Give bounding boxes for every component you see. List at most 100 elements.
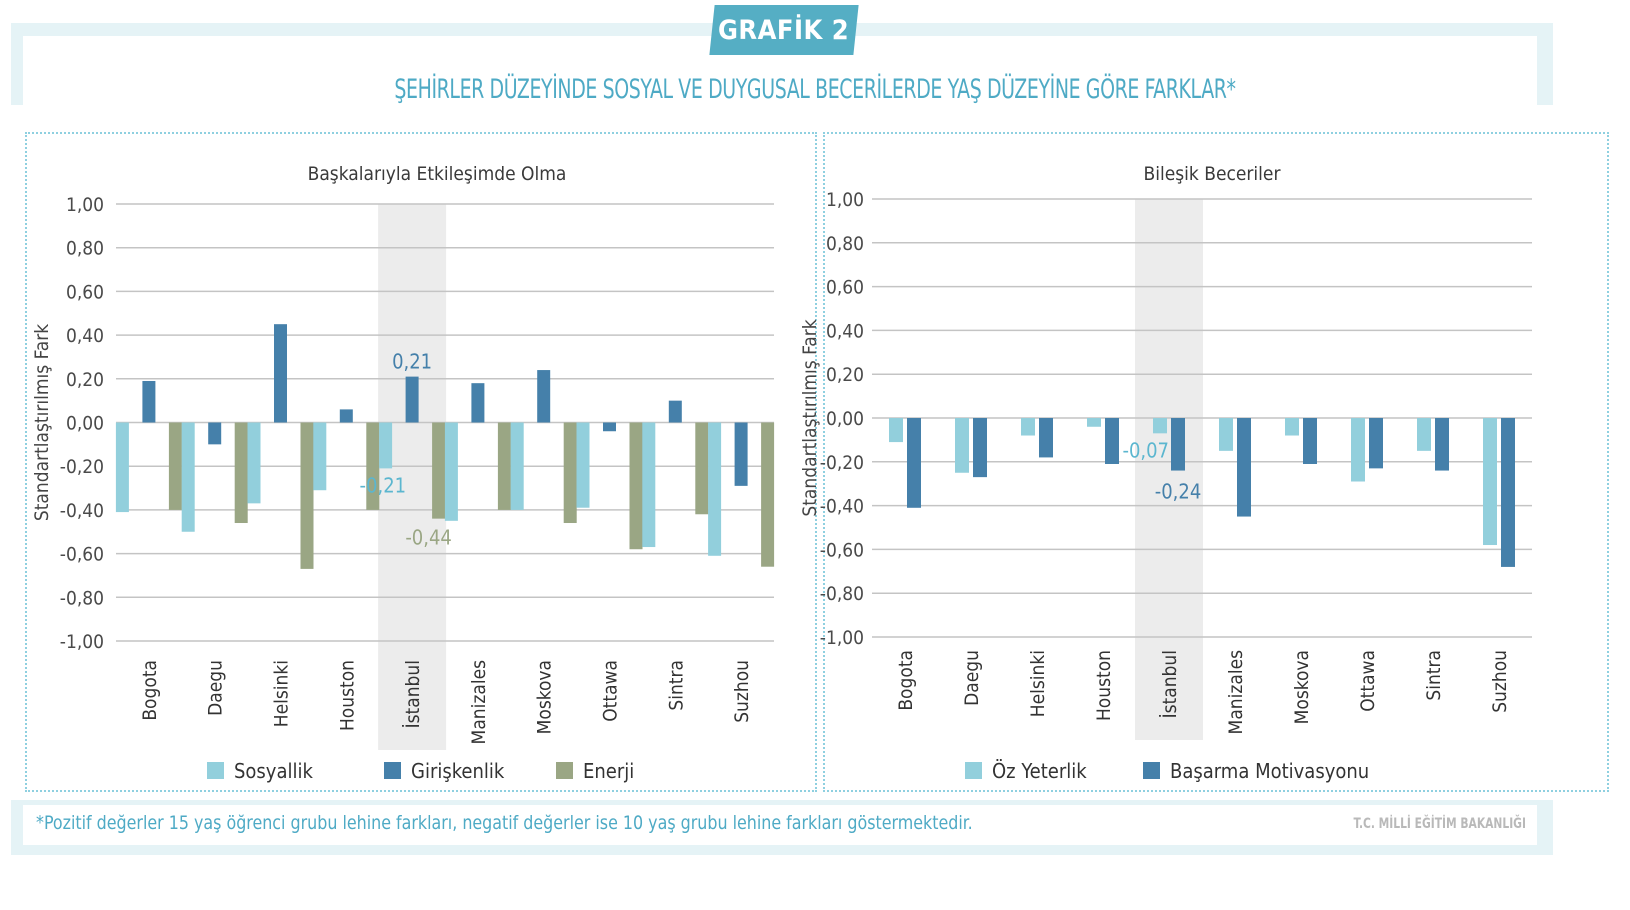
y-tick-label: 0,60: [826, 277, 864, 299]
x-category-label: Suzhou: [1489, 650, 1511, 713]
x-category-label: Moskova: [534, 660, 556, 734]
x-category-label: Bogota: [139, 660, 161, 721]
bar-başarma-motivasyonu-bogota: [907, 418, 921, 508]
x-category-label: Manizales: [1225, 650, 1247, 735]
y-tick-label: -0,60: [60, 544, 104, 566]
bar-enerji-manizales: [497, 422, 511, 510]
bar-öz-yeterlik-daegu: [955, 418, 969, 473]
x-category-label: Manizales: [468, 660, 490, 745]
y-tick-label: -0,80: [820, 583, 864, 605]
x-category-label: Sintra: [665, 660, 687, 711]
bar-sosyallik-sintra: [642, 422, 656, 548]
x-category-label: Ottawa: [1357, 650, 1379, 712]
page-title: ŞEHİRLER DÜZEYİNDE SOSYAL VE DUYGUSAL BE…: [394, 74, 1236, 105]
bar-öz-yeterlik-suzhou: [1483, 418, 1497, 546]
chart-panel-right: [823, 132, 1609, 792]
y-tick-label: 0,20: [826, 364, 864, 386]
bar-öz-yeterlik-houston: [1087, 418, 1101, 427]
y-tick-label: -0,20: [60, 456, 104, 478]
footer-frame-inner: [23, 805, 1537, 845]
source-credit: T.C. MİLLİ EĞİTİM BAKANLIĞI: [1353, 816, 1526, 832]
footnote: *Pozitif değerler 15 yaş öğrenci grubu l…: [36, 812, 973, 834]
legend-label: Enerji: [583, 759, 634, 783]
bar-girişkenlik-ottawa: [603, 422, 616, 432]
legend-swatch: [384, 762, 401, 779]
bar-öz-yeterlik-i̇stanbul: [1153, 418, 1167, 434]
bar-başarma-motivasyonu-moskova: [1303, 418, 1317, 464]
bar-başarma-motivasyonu-ottawa: [1369, 418, 1383, 469]
y-tick-label: 0,40: [66, 325, 104, 347]
bar-enerji-helsinki: [300, 422, 314, 569]
bar-girişkenlik-i̇stanbul: [405, 376, 419, 423]
bar-sosyallik-bogota: [115, 422, 129, 513]
bar-öz-yeterlik-sintra: [1417, 418, 1431, 451]
x-category-label: Helsinki: [271, 660, 293, 727]
bar-girişkenlik-moskova: [537, 370, 551, 423]
bar-öz-yeterlik-manizales: [1219, 418, 1233, 451]
y-tick-label: 1,00: [66, 194, 104, 216]
data-label: -0,21: [360, 473, 407, 497]
bar-başarma-motivasyonu-i̇stanbul: [1171, 418, 1185, 471]
x-category-label: Daegu: [205, 660, 227, 716]
x-category-label: Moskova: [1291, 650, 1313, 724]
x-category-label: İstanbul: [1158, 650, 1181, 718]
chart-panel-left: [25, 132, 817, 792]
bar-başarma-motivasyonu-daegu: [973, 418, 987, 478]
bar-sosyallik-helsinki: [247, 422, 261, 504]
legend-label: Girişkenlik: [411, 759, 505, 783]
y-tick-label: 0,60: [66, 281, 104, 303]
x-category-label: Daegu: [961, 650, 983, 706]
x-category-label: Bogota: [895, 650, 917, 711]
legend-label: Sosyallik: [234, 759, 313, 783]
data-label: -0,07: [1122, 438, 1169, 462]
y-tick-label: 0,80: [826, 233, 864, 255]
x-category-label: İstanbul: [401, 660, 424, 728]
bar-başarma-motivasyonu-suzhou: [1501, 418, 1515, 567]
bar-enerji-bogota: [168, 422, 182, 510]
bar-enerji-i̇stanbul: [432, 422, 446, 519]
y-tick-label: -1,00: [60, 631, 104, 653]
y-tick-label: 0,00: [66, 413, 104, 435]
bar-girişkenlik-houston: [339, 409, 353, 423]
legend-label: Öz Yeterlik: [992, 759, 1087, 783]
legend-label: Başarma Motivasyonu: [1170, 759, 1369, 783]
y-tick-label: -0,40: [60, 500, 104, 522]
bar-sosyallik-manizales: [444, 422, 458, 521]
y-tick-label: 1,00: [826, 189, 864, 211]
bar-sosyallik-houston: [313, 422, 327, 491]
y-axis-label: Standartlaştırılmış Fark: [31, 324, 53, 521]
legend-swatch: [965, 762, 982, 779]
data-label: -0,44: [405, 526, 452, 550]
x-category-label: Helsinki: [1027, 650, 1049, 717]
bar-girişkenlik-suzhou: [734, 422, 748, 486]
chart-title: Başkalarıyla Etkileşimde Olma: [308, 163, 567, 185]
bar-enerji-moskova: [563, 422, 577, 524]
y-tick-label: 0,00: [826, 408, 864, 430]
bar-öz-yeterlik-bogota: [889, 418, 903, 443]
bar-girişkenlik-manizales: [471, 383, 485, 423]
bar-öz-yeterlik-moskova: [1285, 418, 1299, 436]
bar-enerji-ottawa: [629, 422, 643, 550]
data-label: 0,21: [392, 350, 432, 374]
bar-girişkenlik-helsinki: [274, 324, 287, 423]
y-tick-label: -0,80: [60, 587, 104, 609]
y-tick-label: -0,60: [820, 539, 864, 561]
y-tick-label: 0,40: [826, 320, 864, 342]
bar-sosyallik-daegu: [181, 422, 195, 532]
bar-sosyallik-ottawa: [576, 422, 590, 508]
highlight-band: [1135, 199, 1203, 740]
bar-başarma-motivasyonu-helsinki: [1039, 418, 1053, 458]
legend-swatch: [207, 762, 224, 779]
bar-başarma-motivasyonu-houston: [1105, 418, 1119, 464]
bar-başarma-motivasyonu-sintra: [1435, 418, 1449, 471]
chart-title: Bileşik Beceriler: [1144, 163, 1282, 185]
bar-girişkenlik-bogota: [142, 380, 156, 423]
x-category-label: Suzhou: [731, 660, 753, 723]
y-tick-label: -1,00: [820, 627, 864, 649]
x-category-label: Ottawa: [600, 660, 622, 722]
data-label: -0,24: [1155, 480, 1202, 504]
bar-girişkenlik-sintra: [668, 400, 682, 423]
bar-sosyallik-moskova: [510, 422, 524, 510]
bar-enerji-suzhou: [761, 422, 775, 567]
